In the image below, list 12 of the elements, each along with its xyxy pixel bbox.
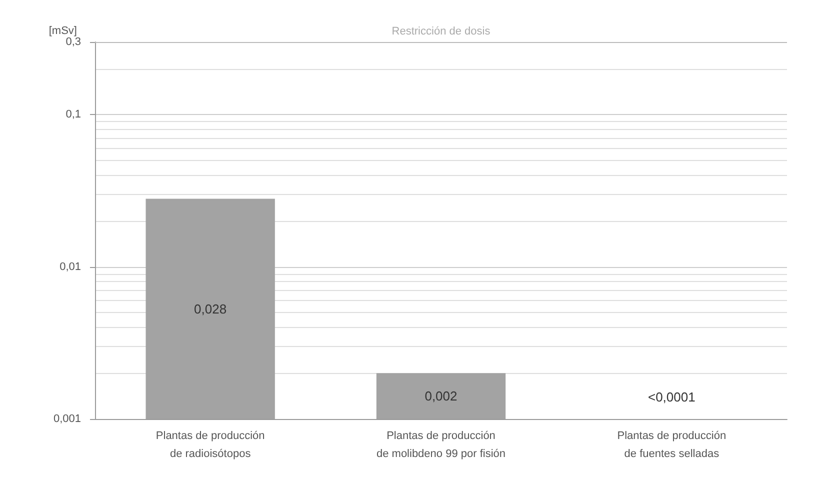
data-label: 0,028 xyxy=(194,301,227,316)
x-tick-label: Plantas de producción de fuentes selladas xyxy=(617,430,726,460)
x-tick-label: Plantas de producción de molibdeno 99 por fisión xyxy=(376,430,506,460)
y-tick-label: 0,01 xyxy=(60,260,81,273)
ref-line-label: Restricción de dosis xyxy=(392,26,491,38)
data-label: 0,002 xyxy=(424,388,458,404)
x-tick-label: Plantas de producción de radioisótopos xyxy=(156,430,265,460)
text: <0,0001 xyxy=(648,390,696,404)
y-tick-label: 0,001 xyxy=(53,413,81,425)
y-tick-label: 0,3 xyxy=(66,36,81,48)
y-axis-title: [mSv] xyxy=(48,25,77,38)
y-tick-label: 0,1 xyxy=(66,108,81,121)
